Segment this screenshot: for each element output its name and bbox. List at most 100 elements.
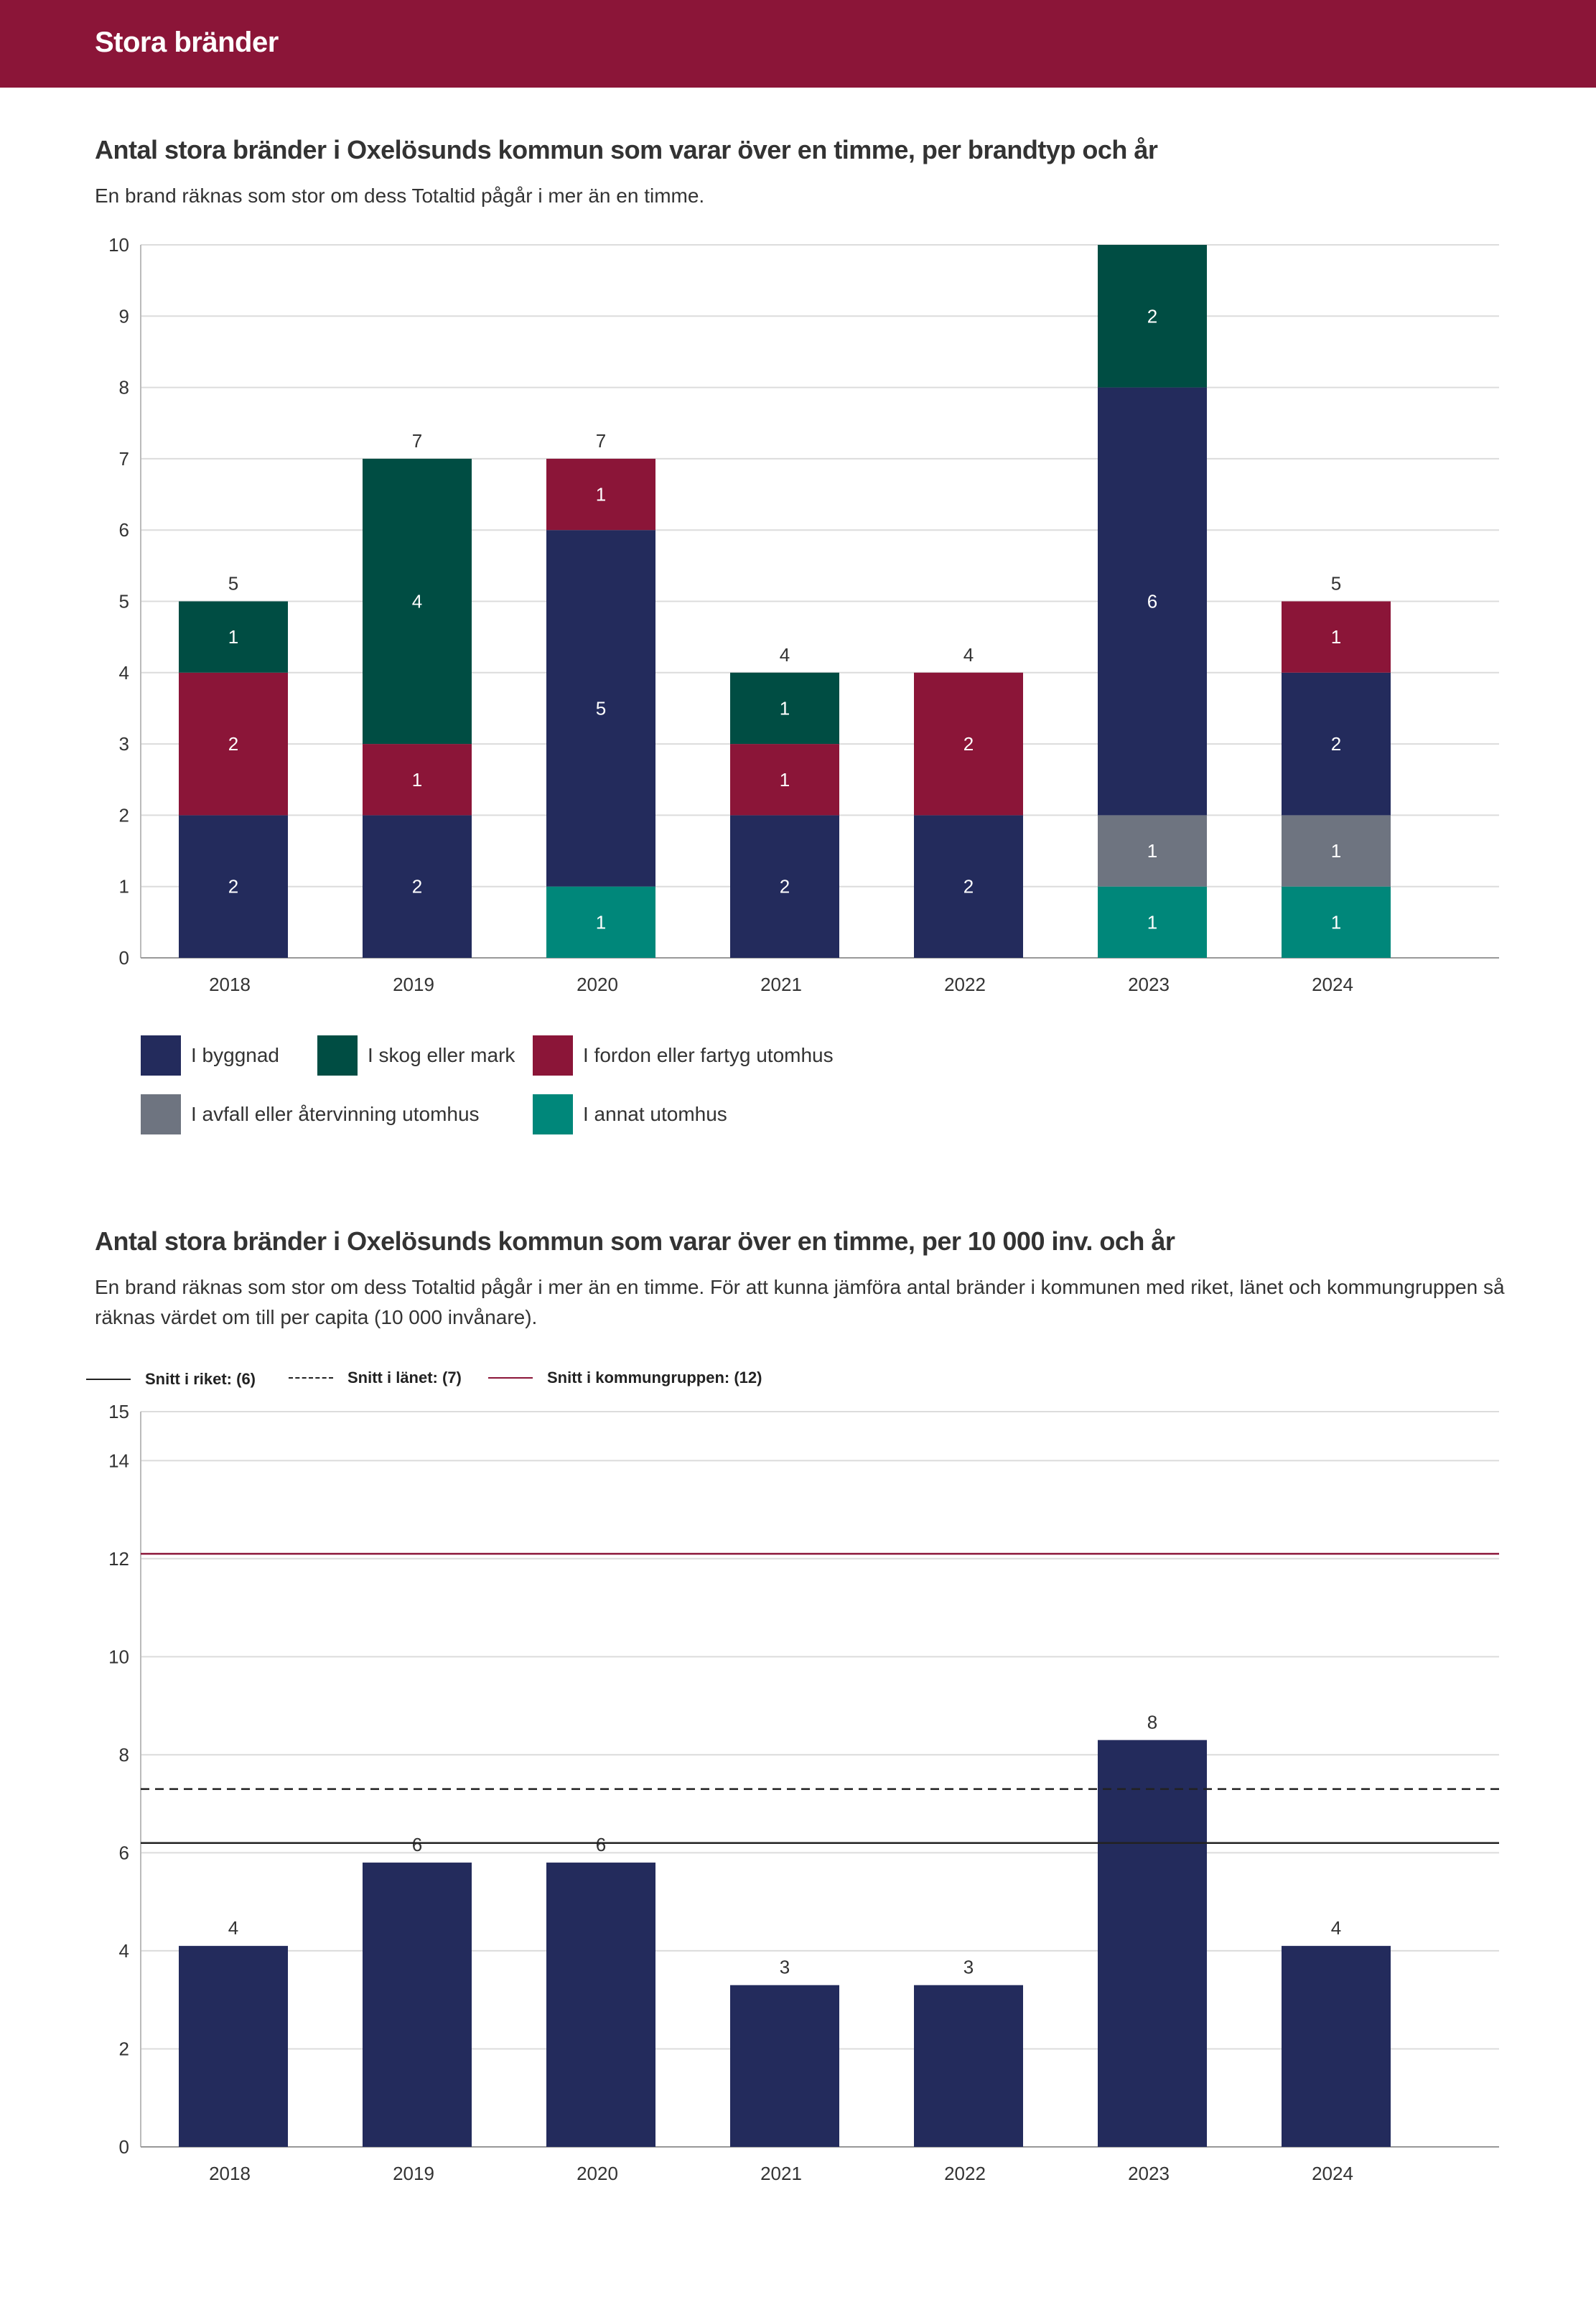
bar-segment <box>1282 815 1391 887</box>
bar-segment-label: 2 <box>963 876 974 898</box>
y-tick-label: 10 <box>108 234 129 256</box>
legend-label: I skog eller mark <box>368 1044 515 1066</box>
legend-label: I byggnad <box>191 1044 279 1066</box>
legend-swatch <box>533 1094 573 1134</box>
x-tick-label: 2021 <box>760 974 802 995</box>
bar-segment-label: 2 <box>1147 305 1157 327</box>
legend-item-fordon: I fordon eller fartyg utomhus <box>533 1035 834 1076</box>
bar-segment <box>179 672 288 816</box>
bar-total-label: 4 <box>780 644 790 666</box>
y-tick-label: 2 <box>119 2038 129 2059</box>
legend-item-skog: I skog eller mark <box>317 1035 515 1076</box>
chart2-title: Antal stora bränder i Oxelösunds kommun … <box>95 1226 1175 1256</box>
bar-segment-label: 1 <box>1147 911 1157 933</box>
bar-segment-label: 1 <box>596 911 606 933</box>
legend-swatch <box>533 1035 573 1076</box>
bar-segment <box>1282 886 1391 958</box>
y-tick-label: 0 <box>119 947 129 969</box>
y-tick-label: 15 <box>108 1401 129 1422</box>
bar-segment-label: 1 <box>596 484 606 505</box>
bar-segment <box>1098 815 1207 887</box>
bar-total-label: 4 <box>963 644 974 666</box>
bar <box>363 1863 472 2147</box>
legend-item-annat: I annat utomhus <box>533 1094 727 1134</box>
bar <box>1282 1946 1391 2147</box>
bar-segment <box>1098 245 1207 388</box>
y-tick-label: 6 <box>119 1842 129 1863</box>
x-tick-label: 2018 <box>209 2163 251 2184</box>
bar-segment <box>363 458 472 745</box>
bar <box>179 1946 288 2147</box>
bar-segment <box>730 744 839 816</box>
x-tick-label: 2024 <box>1312 2163 1353 2184</box>
bar-segment <box>914 815 1023 958</box>
bar-segment-label: 2 <box>963 733 974 755</box>
y-tick-label: 4 <box>119 1940 129 1962</box>
bar-segment <box>363 815 472 958</box>
bar-segment-label: 2 <box>412 876 422 898</box>
legend-item-avfall: I avfall eller återvinning utomhus <box>141 1094 480 1134</box>
legend-line-solid <box>86 1379 131 1380</box>
bar-total-label: 7 <box>412 430 422 452</box>
y-tick-label: 8 <box>119 377 129 399</box>
legend-swatch <box>141 1035 181 1076</box>
x-tick-label: 2023 <box>1128 2163 1170 2184</box>
chart1-subtitle: En brand räknas som stor om dess Totalti… <box>95 185 705 207</box>
bar-total-label: 5 <box>1331 573 1341 595</box>
bar-value-label: 4 <box>228 1917 238 1939</box>
bar-segment <box>1282 601 1391 673</box>
y-tick-label: 4 <box>119 662 129 684</box>
legend-label: Snitt i kommungruppen: (12) <box>547 1369 762 1386</box>
legend-label: Snitt i riket: (6) <box>145 1370 256 1388</box>
bar-value-label: 4 <box>1331 1917 1341 1939</box>
bar-segment <box>1282 672 1391 816</box>
bar-segment-label: 2 <box>228 876 238 898</box>
bar-segment <box>179 815 288 958</box>
bar-segment <box>1098 886 1207 958</box>
bar-value-label: 3 <box>780 1957 790 1978</box>
bar <box>730 1985 839 2147</box>
bar-value-label: 6 <box>596 1834 606 1855</box>
legend-riket: Snitt i riket: (6) <box>86 1370 256 1389</box>
legend-label: Snitt i länet: (7) <box>347 1369 462 1386</box>
bar <box>914 1985 1023 2147</box>
legend-swatch <box>317 1035 358 1076</box>
bar-value-label: 8 <box>1147 1711 1157 1733</box>
x-tick-label: 2022 <box>944 2163 986 2184</box>
legend-lanet: Snitt i länet: (7) <box>289 1369 462 1387</box>
bar <box>1098 1740 1207 2147</box>
stacked-bar-chart: 0 1 2 3 4 5 6 7 8 9 10 2 2 1 5 2018 2 1 4 7 2019 1 5 1 7 2020 2 1 1 4… <box>108 234 1499 995</box>
bar-segment <box>914 672 1023 816</box>
x-tick-label: 2019 <box>393 974 434 995</box>
bar-segment <box>179 601 288 673</box>
legend-line-red <box>488 1377 533 1379</box>
bar-segment-label: 6 <box>1147 591 1157 612</box>
bar-segment <box>730 815 839 958</box>
bar-segment-label: 2 <box>228 733 238 755</box>
y-tick-label: 14 <box>108 1450 129 1471</box>
bar-total-label: 5 <box>228 573 238 595</box>
chart2-subtitle: En brand räknas som stor om dess Totalti… <box>95 1276 1505 1328</box>
bar-segment-label: 2 <box>1331 733 1341 755</box>
x-tick-label: 2020 <box>577 974 618 995</box>
bar-value-label: 6 <box>412 1834 422 1855</box>
bar-segment-label: 1 <box>1147 840 1157 862</box>
bar-segment <box>546 458 655 531</box>
y-tick-label: 6 <box>119 519 129 541</box>
legend-swatch <box>141 1094 181 1134</box>
x-tick-label: 2021 <box>760 2163 802 2184</box>
bar-value-label: 3 <box>963 1957 974 1978</box>
bar-segment-label: 1 <box>1331 911 1341 933</box>
x-tick-label: 2019 <box>393 2163 434 2184</box>
bar-total-label: 7 <box>596 430 606 452</box>
y-tick-label: 0 <box>119 2136 129 2158</box>
y-tick-label: 2 <box>119 804 129 826</box>
y-tick-label: 7 <box>119 448 129 470</box>
x-tick-label: 2024 <box>1312 974 1353 995</box>
legend-kommungruppen: Snitt i kommungruppen: (12) <box>488 1369 762 1387</box>
bar-segment-label: 4 <box>412 591 422 612</box>
page-header: Stora bränder <box>0 0 1596 88</box>
bar-segment-label: 1 <box>1331 840 1341 862</box>
legend-label: I avfall eller återvinning utomhus <box>191 1103 480 1125</box>
